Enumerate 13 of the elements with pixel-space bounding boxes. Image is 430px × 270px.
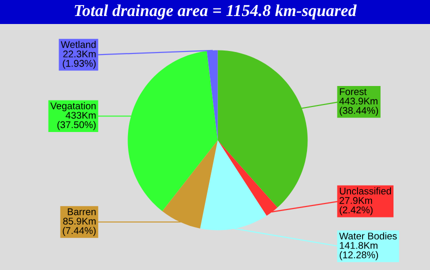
slice-label: Barren: [68, 208, 96, 216]
slice-label: Wetland: [60, 40, 96, 48]
data-label: 27.9Km (2.42%): [340, 197, 373, 216]
data-label: 141.8Km (12.28%): [340, 242, 378, 260]
slice-label: Unclassified: [340, 187, 391, 194]
chart-title: Total drainage area = 1154.8 km-squared: [74, 4, 357, 20]
slice-label: Forest: [340, 88, 367, 96]
data-label: 85.9Km (7.44%): [62, 218, 96, 236]
slice-label: Water Bodies: [339, 232, 397, 240]
slice-label: Vegatation: [50, 102, 96, 112]
data-label: 443.9Km (38.44%): [339, 98, 378, 116]
data-label: 433Km (37.50%): [57, 112, 96, 130]
data-label: 22.3Km (1.93%): [62, 50, 96, 69]
